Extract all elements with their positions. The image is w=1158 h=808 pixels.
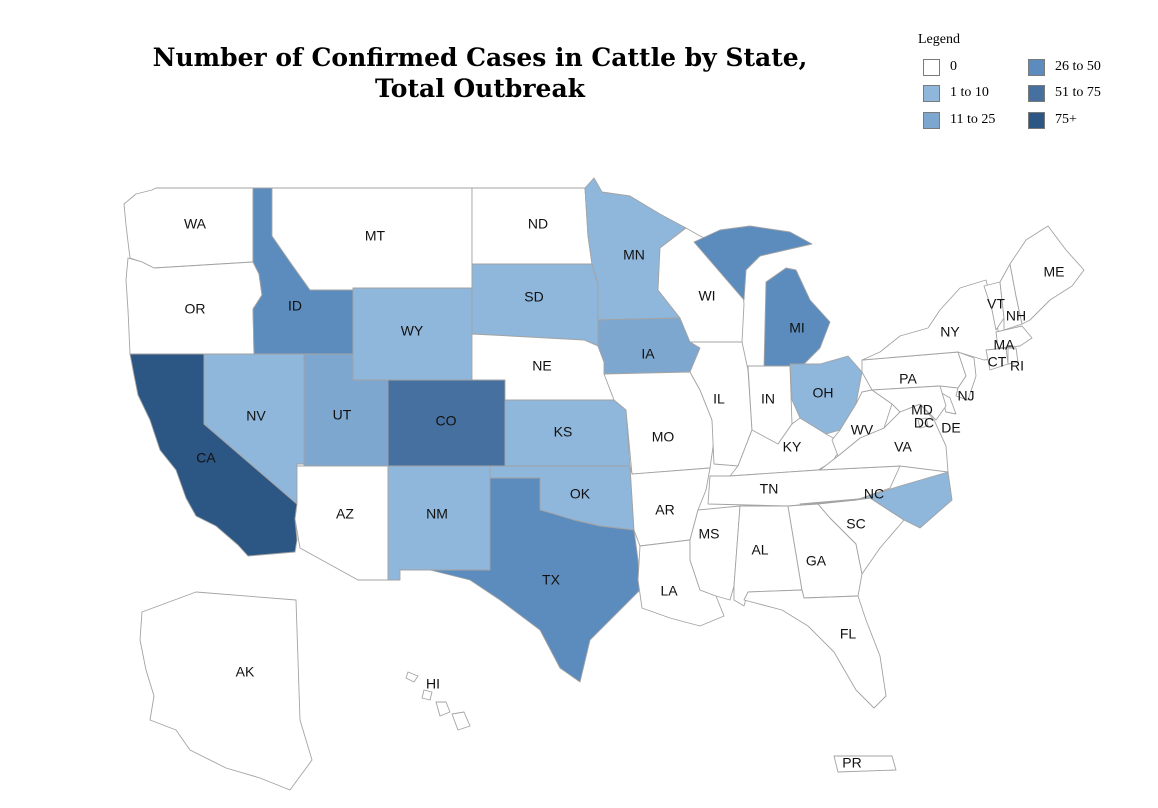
state-label-oh: OH (813, 385, 834, 401)
state-label-wa: WA (184, 216, 207, 232)
state-nj (955, 351, 977, 401)
legend-label-4: 51 to 75 (1055, 85, 1101, 100)
legend-item-1: 1 to 10 (923, 84, 989, 102)
state-label-nm: NM (426, 506, 448, 522)
legend-label-0: 0 (950, 59, 957, 74)
state-label-ri: RI (1010, 358, 1024, 374)
state-label-va: VA (894, 439, 912, 455)
state-label-wv: WV (851, 422, 874, 438)
state-ny (861, 279, 1001, 361)
state-label-pr: PR (842, 755, 861, 771)
state-label-la: LA (660, 583, 678, 599)
state-label-sc: SC (846, 516, 865, 532)
state-label-vt: VT (987, 296, 1005, 312)
state-label-hi: HI (426, 676, 440, 692)
state-label-de: DE (941, 420, 960, 436)
state-label-co: CO (436, 413, 457, 429)
state-label-ct: CT (988, 354, 1007, 370)
legend-swatch-0 (923, 58, 940, 76)
legend-item-4: 51 to 75 (1028, 84, 1101, 102)
state-label-nj: NJ (957, 388, 974, 404)
legend-swatch-5 (1028, 111, 1045, 129)
map-title-line-2: Total Outbreak (375, 74, 585, 103)
legend-item-3: 26 to 50 (1028, 58, 1101, 76)
state-label-nd: ND (528, 216, 548, 232)
state-label-nh: NH (1006, 308, 1026, 324)
state-label-tx: TX (542, 572, 561, 588)
legend-item-2: 11 to 25 (923, 111, 995, 129)
state-label-il: IL (713, 391, 725, 407)
state-label-ne: NE (532, 358, 551, 374)
legend-swatch-1 (923, 84, 940, 102)
state-label-az: AZ (336, 506, 354, 522)
legend-swatch-3 (1028, 58, 1045, 76)
state-label-ga: GA (806, 553, 827, 569)
state-label-sd: SD (524, 289, 543, 305)
state-label-ar: AR (655, 502, 674, 518)
state-sd (471, 263, 599, 347)
state-label-md: MD (911, 402, 933, 418)
legend-label-2: 11 to 25 (950, 112, 996, 127)
state-label-mi: MI (789, 320, 805, 336)
state-label-ok: OK (570, 486, 591, 502)
state-label-ca: CA (196, 450, 216, 466)
state-label-nv: NV (246, 408, 266, 424)
state-label-ny: NY (940, 324, 960, 340)
state-dc (917, 417, 929, 429)
state-label-fl: FL (840, 626, 857, 642)
state-label-nc: NC (864, 486, 884, 502)
state-tn (707, 465, 901, 507)
state-label-al: AL (751, 542, 768, 558)
state-sc (817, 497, 905, 575)
state-tx (429, 477, 641, 683)
state-label-ma: MA (994, 337, 1016, 353)
state-ri (1007, 347, 1019, 365)
state-label-pa: PA (899, 371, 917, 387)
state-label-ia: IA (641, 346, 655, 362)
state-az (294, 465, 389, 581)
state-label-ut: UT (333, 407, 352, 423)
state-label-dc: DC (914, 415, 934, 431)
state-label-wi: WI (698, 288, 715, 304)
legend-label-3: 26 to 50 (1055, 59, 1101, 74)
state-ma (995, 325, 1033, 349)
state-nc (799, 471, 953, 529)
state-label-in: IN (761, 391, 775, 407)
state-label-ak: AK (236, 664, 255, 680)
state-label-wy: WY (401, 323, 424, 339)
state-label-ky: KY (783, 439, 802, 455)
state-label-me: ME (1044, 264, 1065, 280)
state-hi (405, 671, 471, 731)
map-title: Number of Confirmed Cases in Cattle by S… (150, 42, 810, 104)
legend-item-0: 0 (923, 58, 957, 76)
state-md (871, 385, 947, 421)
state-label-tn: TN (760, 481, 779, 497)
state-label-or: OR (185, 301, 206, 317)
state-wv (831, 389, 893, 457)
state-vt (983, 281, 1005, 331)
state-ak (139, 591, 313, 791)
legend-item-5: 75+ (1028, 111, 1077, 129)
state-il (689, 341, 753, 467)
legend-swatch-4 (1028, 84, 1045, 102)
state-label-mo: MO (652, 429, 675, 445)
state-label-id: ID (288, 298, 302, 314)
state-ks (504, 399, 631, 467)
state-fl (743, 589, 887, 709)
state-label-ms: MS (699, 526, 720, 542)
state-label-ks: KS (554, 424, 573, 440)
legend-label-1: 1 to 10 (950, 85, 989, 100)
legend: Legend 0 1 to 10 11 to 25 26 to 50 51 to… (918, 32, 1148, 142)
state-label-mn: MN (623, 247, 645, 263)
state-me (1009, 225, 1085, 325)
map-title-line-1: Number of Confirmed Cases in Cattle by S… (152, 43, 808, 72)
legend-swatch-2 (923, 111, 940, 129)
state-nm (387, 465, 491, 581)
state-label-mt: MT (365, 228, 386, 244)
legend-title: Legend (918, 32, 960, 47)
state-pr (833, 755, 897, 773)
legend-label-5: 75+ (1055, 112, 1077, 127)
